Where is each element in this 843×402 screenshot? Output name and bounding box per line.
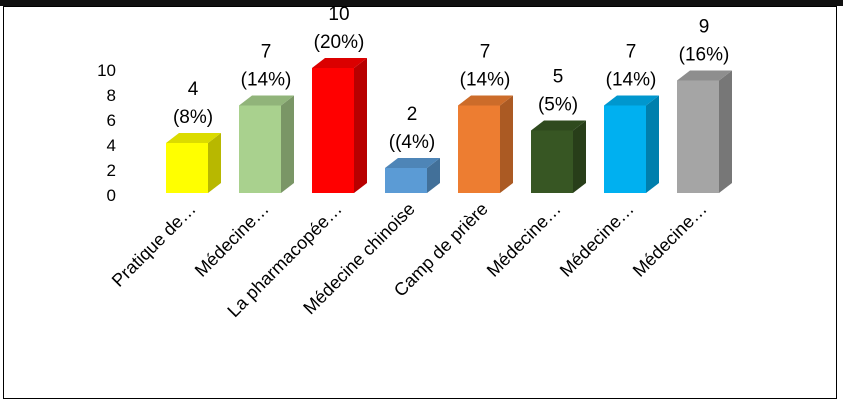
data-label-value: 7	[480, 42, 491, 63]
bar	[239, 95, 294, 193]
data-label-percent: (8%)	[173, 107, 213, 128]
category-label: Médecine…	[191, 199, 273, 281]
data-label-percent: (14%)	[460, 70, 511, 91]
category-label: Médecine…	[556, 199, 638, 281]
top-cropped-caption-strip	[0, 0, 843, 6]
bar-front	[531, 130, 573, 193]
data-label-value: 4	[188, 79, 199, 100]
bar	[531, 120, 586, 193]
category-label: Pratique de…	[108, 199, 200, 291]
bar-front	[312, 68, 354, 193]
bar	[166, 133, 221, 193]
data-label-percent: (14%)	[241, 70, 292, 91]
y-tick-label: 0	[107, 186, 116, 205]
bar-side	[427, 158, 440, 193]
bar	[312, 58, 367, 193]
bar-front	[677, 80, 719, 193]
data-label-value: 9	[699, 17, 710, 38]
bar-top	[677, 70, 732, 81]
data-label-value: 10	[328, 4, 349, 25]
data-label-value: 5	[553, 67, 564, 88]
bar-side	[354, 58, 367, 193]
bar-front	[239, 105, 281, 193]
bar-top	[604, 95, 659, 106]
bar-front	[385, 168, 427, 193]
bar-top	[166, 133, 221, 143]
data-label-value: 2	[407, 104, 418, 125]
bar-side	[500, 95, 513, 193]
bar-front	[458, 105, 500, 193]
bar-front	[604, 105, 646, 193]
data-label-value: 7	[261, 42, 272, 63]
y-tick-label: 6	[107, 111, 116, 130]
bar-top	[531, 120, 586, 131]
bar-side	[646, 95, 659, 193]
data-label-percent: (5%)	[538, 95, 578, 116]
bar-front	[166, 143, 208, 193]
data-label-percent: (20%)	[314, 32, 365, 53]
bar-side	[719, 70, 732, 193]
y-tick-label: 10	[97, 61, 116, 80]
bar-top	[312, 58, 367, 68]
data-label-percent: (14%)	[606, 70, 657, 91]
category-labels: Pratique de…Médecine…La pharmacopée…Méde…	[108, 199, 711, 321]
bar	[604, 95, 659, 193]
bar-side	[573, 120, 586, 193]
y-tick-label: 4	[107, 136, 116, 155]
bars	[166, 58, 732, 193]
y-tick-label: 2	[107, 161, 116, 180]
data-label-percent: ((4%)	[389, 132, 435, 153]
bar-top	[239, 95, 294, 106]
bar	[458, 95, 513, 193]
bar	[677, 70, 732, 193]
data-label-value: 7	[626, 42, 637, 63]
category-label: Médecine…	[483, 199, 565, 281]
bar	[385, 158, 440, 193]
bar-side	[281, 95, 294, 193]
bar-side	[208, 133, 221, 193]
category-label: Médecine…	[629, 199, 711, 281]
data-label-percent: (16%)	[679, 45, 730, 66]
bar-top	[458, 95, 513, 106]
y-axis: 0 2 4 6 8 10	[97, 61, 116, 205]
bar-top	[385, 158, 440, 168]
data-labels: 4 (8%) 7 (14%) 10 (20%) 2 ((4%) 7 (14%) 5 (5%) 7 (14%…	[173, 4, 729, 153]
y-tick-label: 8	[107, 86, 116, 105]
